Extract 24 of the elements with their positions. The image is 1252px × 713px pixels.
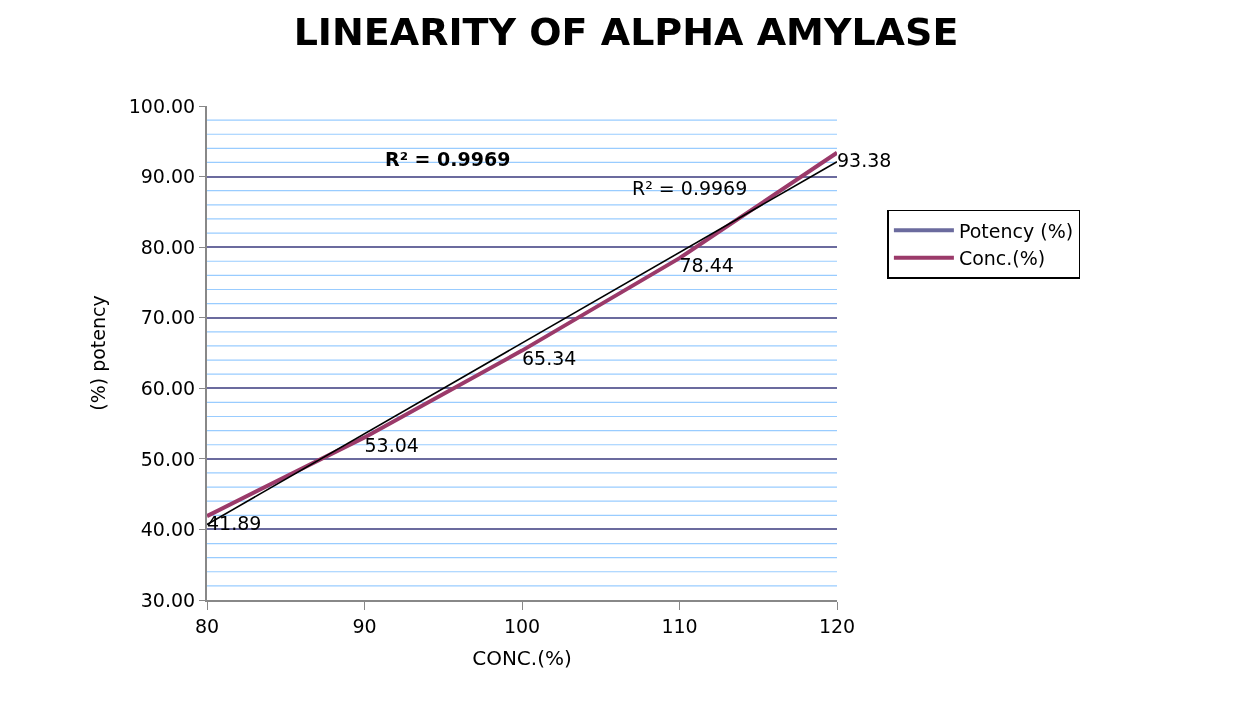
x-tick-label: 90 (352, 614, 377, 637)
y-axis-title: (%) potency (87, 295, 110, 411)
x-tick-label: 80 (194, 614, 220, 637)
legend-label: Conc.(%) (958, 247, 1046, 270)
y-tick-label: 30.00 (140, 588, 196, 611)
y-tick-label: 70.00 (140, 306, 196, 329)
annotation: R² = 0.9969 (385, 148, 511, 170)
y-tick-label: 40.00 (140, 518, 196, 541)
annotation: R² = 0.9969 (632, 177, 748, 199)
data-label: 65.34 (522, 346, 577, 369)
data-label: 53.04 (364, 433, 419, 456)
data-label: 93.38 (837, 148, 892, 171)
y-tick-label: 80.00 (140, 235, 196, 258)
x-tick-label: 110 (661, 614, 698, 637)
data-label: 78.44 (679, 254, 734, 277)
chart-title: LINEARITY OF ALPHA AMYLASE (293, 10, 959, 55)
legend-label: Potency (%) (958, 219, 1074, 242)
y-tick-label: 100.00 (128, 94, 196, 117)
x-tick-label: 100 (503, 614, 541, 637)
x-axis-title: CONC.(%) (472, 645, 572, 670)
y-tick-label: 90.00 (140, 165, 196, 188)
y-tick-label: 50.00 (140, 447, 196, 470)
x-tick-label: 120 (818, 614, 856, 637)
y-tick-label: 60.00 (140, 376, 196, 399)
